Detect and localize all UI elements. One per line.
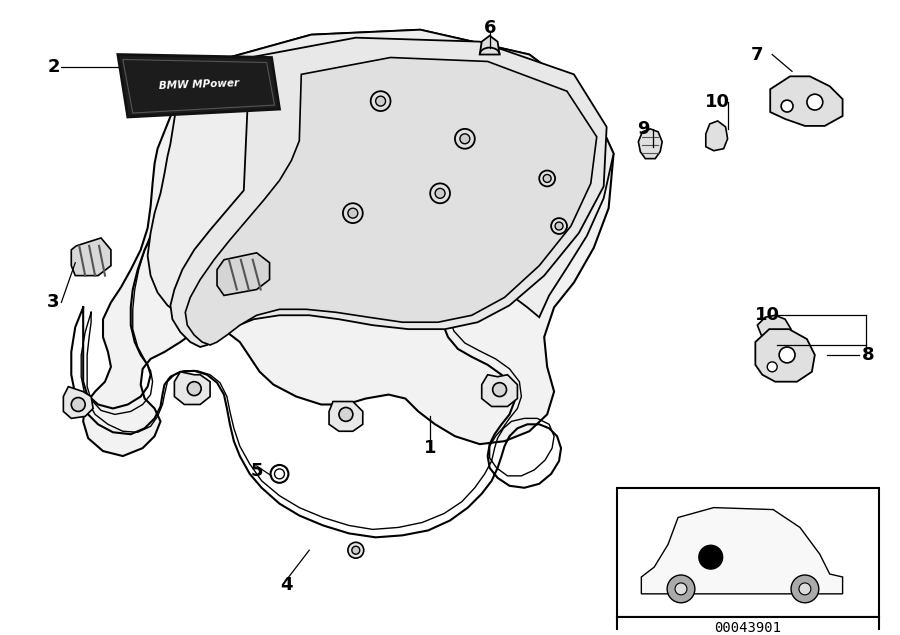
Text: 10: 10 [706,93,730,111]
Text: 3: 3 [47,293,59,311]
Circle shape [339,408,353,422]
Circle shape [551,218,567,234]
Text: 8: 8 [862,346,875,364]
Bar [616,488,879,617]
Text: 7: 7 [752,46,763,64]
Circle shape [539,171,555,187]
Text: 6: 6 [483,19,496,37]
Text: 1: 1 [424,439,436,457]
Polygon shape [170,37,607,347]
Text: 4: 4 [280,576,292,594]
Polygon shape [185,58,597,345]
Circle shape [455,129,475,149]
Circle shape [435,189,445,198]
Text: BMW MPower: BMW MPower [159,78,239,91]
Circle shape [352,546,360,554]
Polygon shape [148,30,614,327]
Circle shape [348,208,358,218]
Circle shape [343,203,363,223]
Polygon shape [63,387,93,418]
Polygon shape [706,121,727,150]
Polygon shape [71,238,111,276]
Circle shape [71,398,86,411]
Text: 2: 2 [47,58,59,76]
Circle shape [781,100,793,112]
Circle shape [807,94,823,110]
Polygon shape [642,507,842,594]
Circle shape [799,583,811,595]
Circle shape [375,96,385,106]
Circle shape [698,545,723,569]
Circle shape [430,184,450,203]
Text: 5: 5 [250,462,263,480]
Polygon shape [482,375,517,406]
Polygon shape [638,129,662,159]
Polygon shape [217,253,270,295]
Text: 10: 10 [755,306,779,324]
Circle shape [371,91,391,111]
Circle shape [767,362,778,371]
Circle shape [348,542,364,558]
Circle shape [544,175,551,182]
Text: 00043901: 00043901 [715,620,781,634]
Circle shape [555,222,563,230]
Circle shape [492,383,507,397]
Polygon shape [83,30,614,456]
Circle shape [187,382,202,396]
Polygon shape [175,371,210,404]
Circle shape [791,575,819,603]
Circle shape [667,575,695,603]
Polygon shape [770,76,842,126]
Polygon shape [118,55,280,117]
Polygon shape [757,315,791,345]
Circle shape [460,134,470,144]
Circle shape [779,347,795,363]
Polygon shape [329,401,363,431]
Polygon shape [755,329,815,382]
Circle shape [675,583,687,595]
Polygon shape [480,36,500,55]
Text: 9: 9 [637,120,650,138]
Bar [616,617,879,635]
